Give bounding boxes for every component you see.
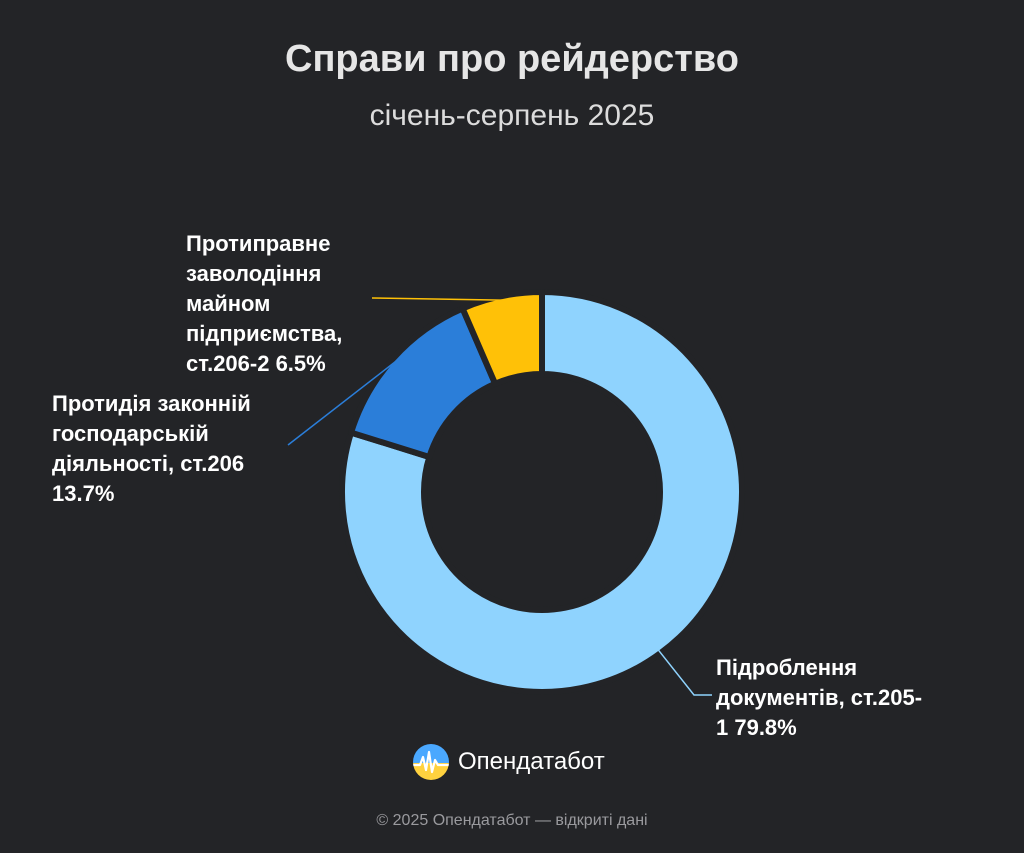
footer-copyright: © 2025 Опендатабот — відкриті дані [376,812,648,829]
label-forgery-line-2: документів, ст.205- [716,685,923,710]
chart-title: Справи про рейдерство [285,38,739,80]
label-seizure: Протиправне заволодіння майном підприємс… [186,229,342,379]
label-seizure-line-1: Протиправне [186,231,331,256]
label-seizure-line-2: заволодіння [186,261,322,286]
label-seizure-line-3: майном [186,291,271,316]
label-seizure-line-4: підприємства, [186,321,343,346]
label-obstruction-line-4: 13.7% [52,481,115,506]
label-obstruction-line-3: діяльності, ст.206 [52,451,245,476]
label-obstruction-line-1: Протидія законній [52,391,251,416]
chart-subtitle: січень-серпень 2025 [369,99,655,132]
label-seizure-line-5: ст.206-2 6.5% [186,351,326,376]
label-obstruction: Протидія законній господарській діяльнос… [52,389,251,509]
label-forgery-line-1: Підроблення [716,655,858,680]
leader-line-forgery [657,649,712,696]
leader-line-obstruction [287,360,397,446]
leader-line-seizure [371,297,503,301]
label-forgery: Підроблення документів, ст.205- 1 79.8% [716,653,922,743]
label-obstruction-line-2: господарській [52,421,209,446]
brand: Опендатабот [412,742,605,782]
slice-forgery [339,289,745,695]
brand-name: Опендатабот [458,748,605,775]
label-forgery-line-3: 1 79.8% [716,715,797,740]
opendatabot-logo-icon [413,744,449,780]
